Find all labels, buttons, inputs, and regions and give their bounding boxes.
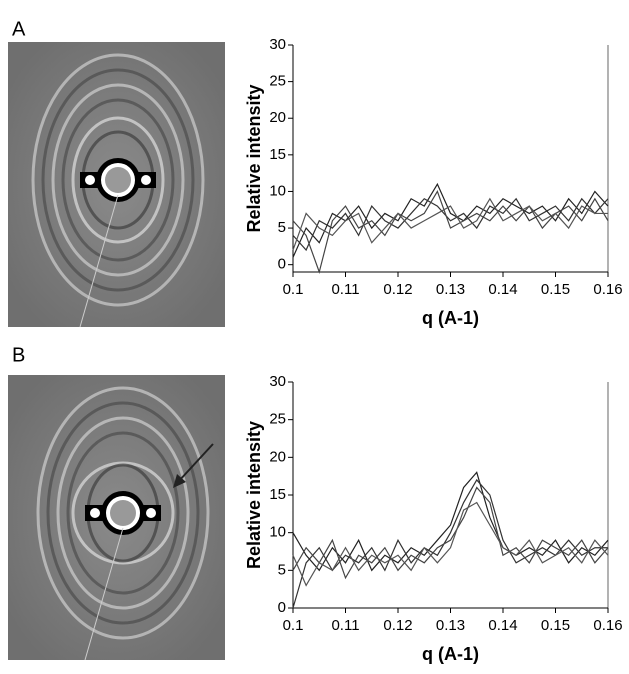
y-tick-label: 15 (269, 146, 286, 163)
y-tick-label: 20 (269, 448, 286, 465)
x-tick-label: 0.14 (488, 281, 517, 298)
panel-label: A (12, 18, 26, 40)
x-tick-label: 0.1 (283, 281, 304, 298)
x-tick-label: 0.15 (541, 281, 570, 298)
y-tick-label: 10 (269, 182, 286, 199)
arrow (173, 443, 214, 488)
x-tick-label: 0.13 (436, 281, 465, 298)
x-tick-label: 0.12 (383, 281, 412, 298)
y-tick-label: 0 (278, 599, 286, 616)
y-axis-title: Relative intensity (244, 84, 264, 232)
data-line (292, 197, 609, 252)
x-tick-label: 0.14 (488, 617, 517, 634)
data-line (292, 501, 609, 587)
x-axis-title: q (A-1) (422, 308, 479, 328)
y-tick-label: 30 (269, 36, 286, 53)
y-tick-label: 15 (269, 486, 286, 503)
x-tick-label: 0.11 (331, 281, 359, 298)
x-tick-label: 0.12 (383, 617, 412, 634)
data-line (292, 197, 608, 251)
data-line (292, 190, 609, 275)
x-tick-label: 0.16 (593, 281, 622, 298)
panel-label: B (12, 344, 25, 366)
y-axis-title: Relative intensity (244, 421, 264, 569)
x-tick-label: 0.15 (541, 617, 570, 634)
diffraction-image-a (8, 42, 225, 327)
y-tick-label: 30 (269, 373, 286, 390)
y-tick-label: 25 (269, 411, 286, 428)
data-line (292, 486, 609, 580)
y-tick-label: 5 (278, 219, 286, 236)
x-axis-title: q (A-1) (422, 644, 479, 664)
x-tick-label: 0.13 (436, 617, 465, 634)
data-line (292, 471, 609, 572)
data-line (292, 478, 608, 609)
x-tick-label: 0.11 (331, 617, 359, 634)
diffraction-image-b (8, 375, 225, 660)
x-tick-label: 0.16 (593, 617, 622, 634)
y-tick-label: 5 (278, 561, 286, 578)
y-tick-label: 10 (269, 524, 286, 541)
y-tick-label: 20 (269, 109, 286, 126)
x-tick-label: 0.1 (283, 617, 304, 634)
y-tick-label: 25 (269, 73, 286, 90)
y-tick-label: 0 (278, 256, 286, 273)
